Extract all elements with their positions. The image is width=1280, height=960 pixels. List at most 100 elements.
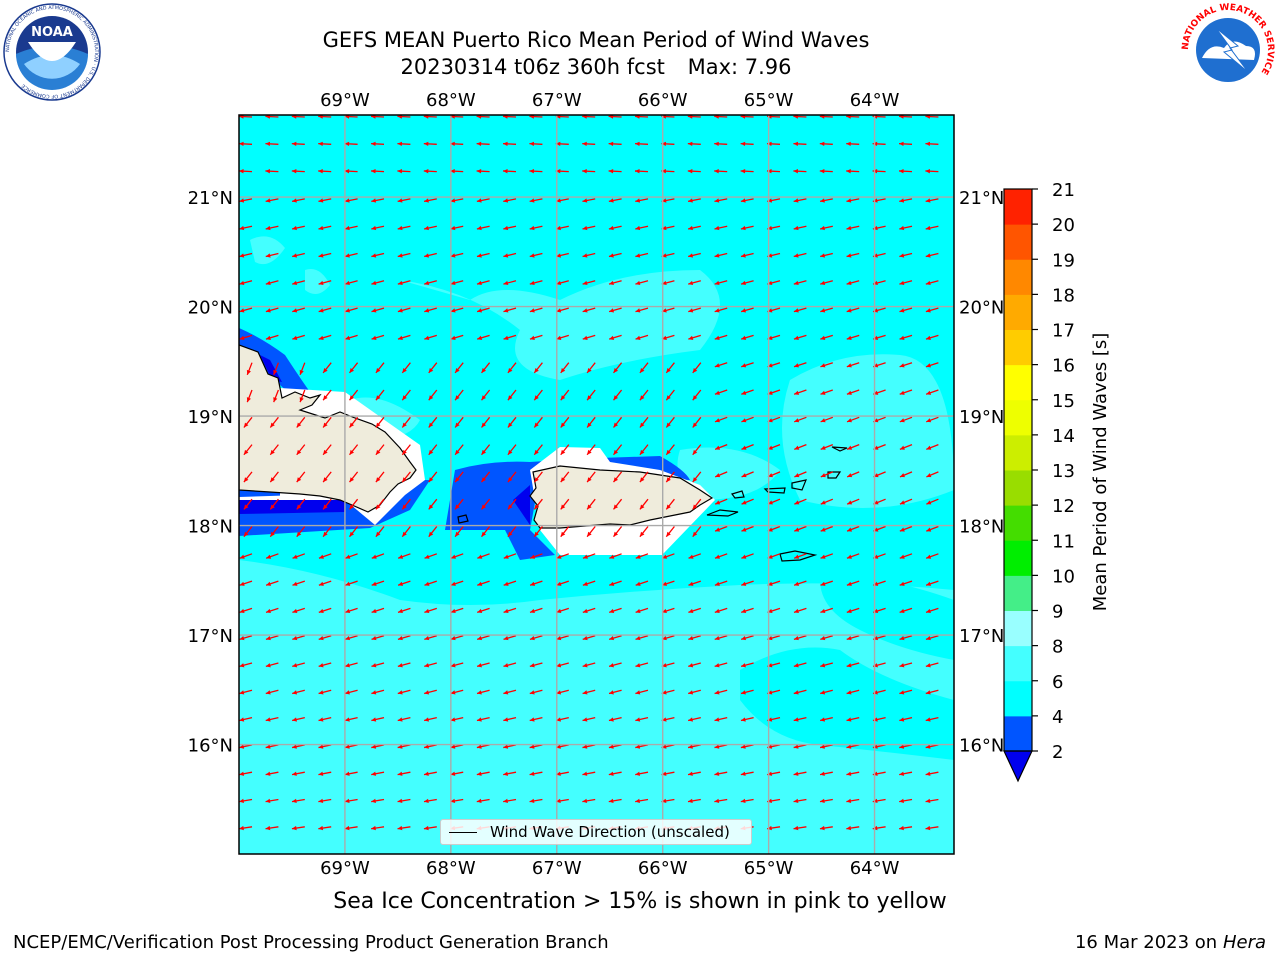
arrow-head bbox=[450, 717, 456, 722]
wind-arrow bbox=[714, 307, 728, 313]
arrow-head bbox=[455, 422, 460, 428]
st-thomas-island bbox=[763, 487, 786, 494]
wind-arrow bbox=[793, 334, 807, 340]
lat-tick-label-left: 17°N bbox=[188, 626, 233, 647]
latitude-ticks-right: 21°N 20°N 19°N 18°N 17°N 16°N bbox=[959, 188, 1004, 756]
arrow-head bbox=[402, 504, 407, 510]
arrow-head bbox=[609, 280, 614, 286]
wind-arrow bbox=[397, 280, 411, 286]
wind-arrow bbox=[428, 389, 438, 401]
wind-arrow bbox=[265, 225, 279, 231]
arrow-head bbox=[344, 225, 350, 231]
arrow-head bbox=[323, 368, 328, 373]
arrow-head bbox=[323, 531, 328, 537]
wind-arrow bbox=[819, 798, 833, 804]
arrow-head bbox=[323, 449, 328, 455]
arrow-head bbox=[793, 690, 799, 695]
wind-arrow bbox=[265, 280, 279, 286]
lat-tick-label-right: 21°N bbox=[959, 188, 1004, 209]
map-gridlines bbox=[239, 115, 954, 854]
arrow-head bbox=[529, 280, 535, 286]
wind-arrow bbox=[714, 115, 728, 119]
wind-arrow bbox=[344, 115, 358, 119]
arrow-head bbox=[846, 608, 852, 614]
arrow-head bbox=[846, 825, 852, 831]
wind-arrow bbox=[503, 225, 517, 231]
colorbar-segment bbox=[1004, 680, 1032, 717]
arrow-head bbox=[582, 169, 587, 174]
arrow-head bbox=[239, 280, 245, 286]
arrow-head bbox=[899, 717, 905, 722]
wind-arrow bbox=[239, 280, 253, 286]
wind-arrow bbox=[688, 607, 701, 614]
wind-arrow bbox=[370, 169, 385, 174]
wind-arrow bbox=[665, 526, 675, 538]
wind-arrow bbox=[318, 280, 332, 286]
arrow-head bbox=[635, 608, 641, 614]
wind-arrow bbox=[793, 580, 807, 586]
latitude-ticks-left: 21°N 20°N 19°N 18°N 17°N 16°N bbox=[188, 188, 233, 756]
wind-arrow bbox=[246, 389, 253, 403]
arrow-head bbox=[582, 663, 588, 668]
arrow-head bbox=[555, 141, 561, 147]
wind-arrow bbox=[925, 169, 939, 174]
wind-arrow bbox=[635, 689, 649, 695]
arrow-head bbox=[371, 798, 376, 804]
arrow-head bbox=[481, 504, 487, 510]
wind-arrow bbox=[503, 580, 517, 586]
arrow-head bbox=[450, 744, 456, 749]
arrow-head bbox=[239, 115, 244, 119]
arrow-head bbox=[635, 798, 640, 804]
wind-arrow bbox=[243, 444, 253, 456]
wind-arrow bbox=[424, 280, 437, 286]
wind-arrow bbox=[635, 225, 649, 231]
lat-tick-label-left: 20°N bbox=[188, 298, 233, 319]
wind-arrow bbox=[269, 471, 279, 483]
wind-arrow bbox=[793, 662, 807, 668]
wind-arrow bbox=[344, 141, 358, 147]
wind-arrow bbox=[503, 744, 517, 749]
wind-arrow bbox=[265, 169, 279, 174]
colorbar-segment bbox=[1004, 470, 1032, 506]
wind-arrow bbox=[318, 225, 332, 231]
wind-arrow bbox=[714, 662, 728, 668]
wind-arrow bbox=[846, 115, 860, 119]
wind-arrow bbox=[740, 689, 754, 695]
arrow-head bbox=[819, 825, 825, 831]
arrow-head bbox=[556, 581, 562, 586]
wind-arrow bbox=[423, 716, 437, 722]
wind-arrow bbox=[345, 607, 358, 614]
arrow-head bbox=[793, 280, 799, 286]
wind-arrow bbox=[529, 169, 543, 174]
wind-arrow bbox=[533, 362, 543, 374]
wind-arrow bbox=[450, 607, 464, 614]
wind-arrow bbox=[665, 444, 675, 456]
wind-arrow bbox=[714, 771, 728, 776]
arrow-head bbox=[608, 690, 614, 695]
anegada-island bbox=[831, 446, 848, 452]
wind-arrow bbox=[397, 689, 411, 695]
wind-arrow bbox=[793, 115, 807, 119]
wind-arrow bbox=[503, 662, 517, 668]
wind-arrow bbox=[665, 389, 675, 401]
arrow-head bbox=[318, 581, 324, 586]
wind-arrow bbox=[688, 553, 702, 559]
wind-arrow bbox=[665, 498, 675, 510]
wind-arrow bbox=[454, 498, 464, 510]
arrow-head bbox=[476, 744, 482, 749]
wind-arrow bbox=[609, 553, 622, 559]
wind-arrow bbox=[344, 252, 358, 258]
arrow-head bbox=[239, 253, 245, 258]
arrow-head bbox=[428, 449, 434, 455]
arrow-head bbox=[925, 771, 931, 776]
wind-arrow bbox=[318, 252, 332, 258]
arrow-head bbox=[635, 198, 641, 203]
colorbar-segment bbox=[1004, 434, 1032, 471]
arrow-head bbox=[925, 690, 931, 695]
wind-arrow bbox=[846, 389, 860, 395]
wind-arrow bbox=[529, 141, 543, 147]
arrow-head bbox=[692, 531, 698, 537]
arrow-head bbox=[424, 771, 429, 776]
arrow-head bbox=[609, 663, 614, 668]
colorbar-tick-label: 20 bbox=[1052, 215, 1075, 236]
